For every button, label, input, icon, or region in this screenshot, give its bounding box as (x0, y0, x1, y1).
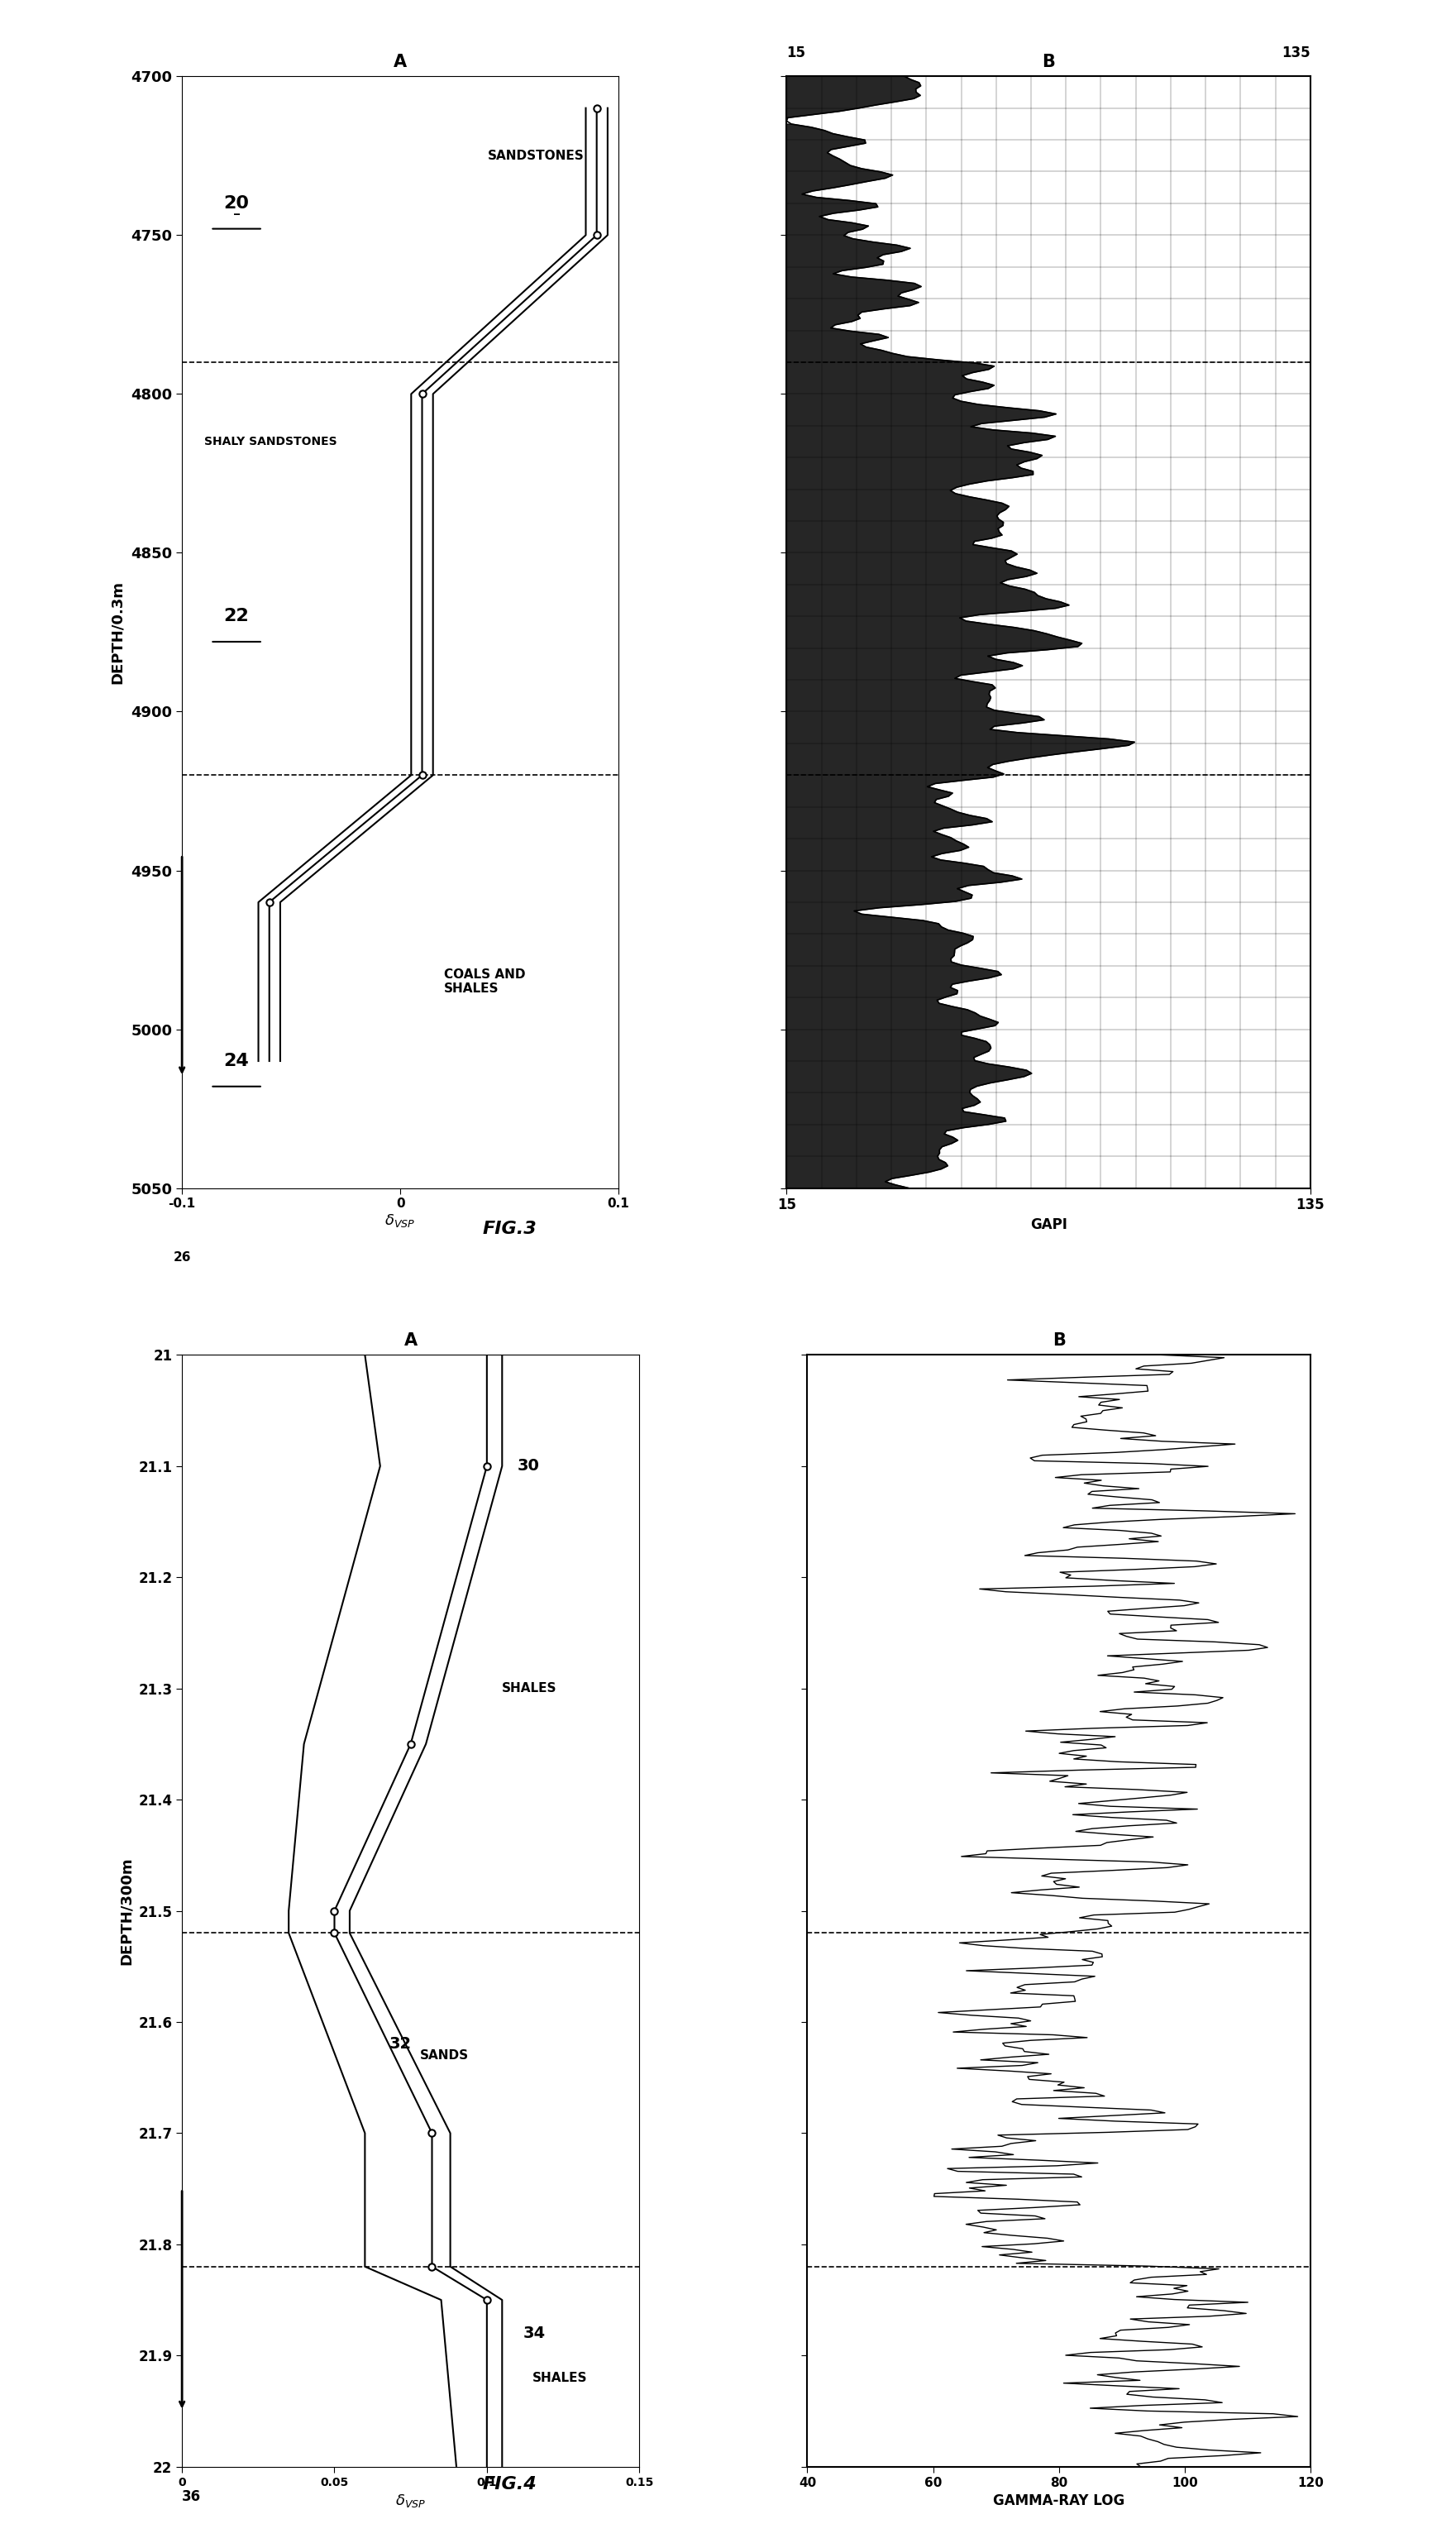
X-axis label: $\delta_{VSP}$: $\delta_{VSP}$ (384, 1213, 415, 1228)
Text: SHALES: SHALES (502, 1683, 558, 1694)
Text: SHALY SANDSTONES: SHALY SANDSTONES (204, 435, 336, 448)
Text: SANDS: SANDS (419, 2050, 469, 2062)
Text: 30: 30 (517, 1457, 540, 1475)
Text: 15: 15 (786, 46, 805, 61)
Text: 26: 26 (173, 1251, 191, 1264)
Text: 24: 24 (224, 1053, 249, 1068)
Text: 20: 20 (224, 196, 249, 211)
Text: _: _ (233, 203, 239, 216)
Text: FIG.4: FIG.4 (482, 2474, 537, 2492)
Text: 34: 34 (524, 2324, 546, 2342)
Y-axis label: DEPTH/300m: DEPTH/300m (119, 1856, 134, 1966)
Text: 135: 135 (1281, 46, 1310, 61)
X-axis label: GAPI: GAPI (1029, 1218, 1067, 1233)
X-axis label: GAMMA-RAY LOG: GAMMA-RAY LOG (993, 2495, 1124, 2507)
Title: B: B (1053, 1333, 1066, 1348)
Text: SANDSTONES: SANDSTONES (488, 150, 584, 163)
Text: 36: 36 (182, 2490, 201, 2505)
Text: 32: 32 (389, 2037, 412, 2052)
X-axis label: $\delta_{VSP}$: $\delta_{VSP}$ (395, 2492, 427, 2510)
Text: SHALES: SHALES (533, 2373, 588, 2383)
Text: 22: 22 (224, 608, 249, 626)
Text: FIG.3: FIG.3 (482, 1221, 537, 1238)
Title: B: B (1042, 53, 1056, 71)
Title: A: A (393, 53, 406, 71)
Y-axis label: DEPTH/0.3m: DEPTH/0.3m (111, 580, 125, 684)
Text: COALS AND
SHALES: COALS AND SHALES (444, 969, 526, 994)
Title: A: A (403, 1333, 418, 1348)
